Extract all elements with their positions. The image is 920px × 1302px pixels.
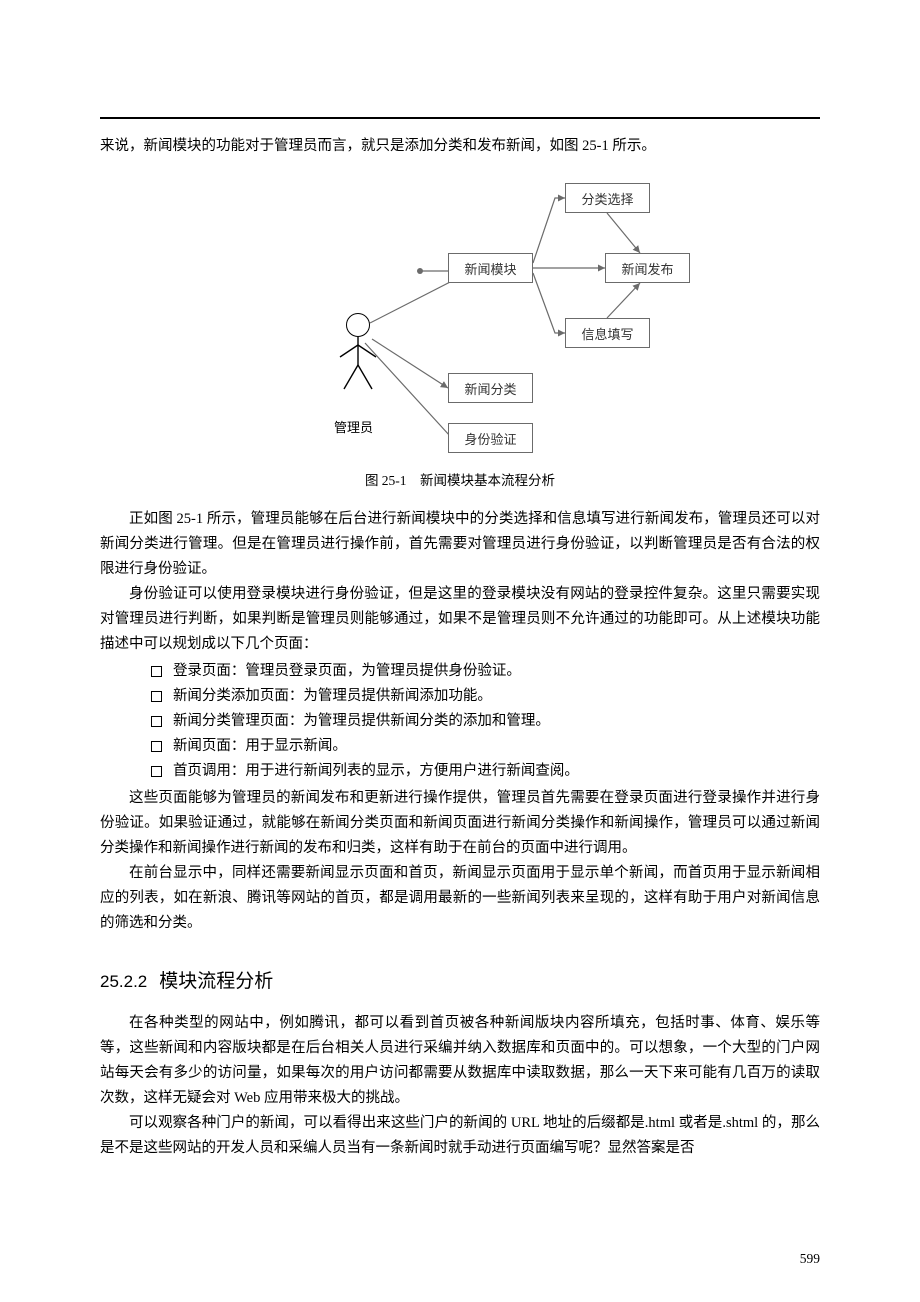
list-item: 登录页面：管理员登录页面，为管理员提供身份验证。 — [151, 659, 820, 684]
header-rule — [100, 117, 820, 119]
page-number: 599 — [800, 1251, 820, 1267]
para-a: 正如图 25-1 所示，管理员能够在后台进行新闻模块中的分类选择和信息填写进行新… — [100, 507, 820, 582]
figure-caption: 图 25-1 新闻模块基本流程分析 — [100, 469, 820, 489]
list-item: 新闻页面：用于显示新闻。 — [151, 734, 820, 759]
diagram-node-auth: 身份验证 — [448, 423, 533, 453]
diagram-node-mod: 新闻模块 — [448, 253, 533, 283]
para-c: 这些页面能够为管理员的新闻发布和更新进行操作提供，管理员首先需要在登录页面进行登… — [100, 786, 820, 861]
para-e: 在各种类型的网站中，例如腾讯，都可以看到首页被各种新闻版块内容所填充，包括时事、… — [100, 1011, 820, 1111]
actor-head-icon — [346, 313, 370, 337]
para-b: 身份验证可以使用登录模块进行身份验证，但是这里的登录模块没有网站的登录控件复杂。… — [100, 582, 820, 657]
list-item: 新闻分类管理页面：为管理员提供新闻分类的添加和管理。 — [151, 709, 820, 734]
figure-25-1: 分类选择新闻发布信息填写 新闻模块新闻分类身份验证 管理员 — [210, 173, 710, 463]
figure-25-1-wrap: 分类选择新闻发布信息填写 新闻模块新闻分类身份验证 管理员 — [100, 173, 820, 463]
section-title: 模块流程分析 — [159, 971, 273, 992]
para-d: 在前台显示中，同样还需要新闻显示页面和首页，新闻显示页面用于显示单个新闻，而首页… — [100, 861, 820, 936]
list-item: 新闻分类添加页面：为管理员提供新闻添加功能。 — [151, 684, 820, 709]
diagram-node-sel: 分类选择 — [565, 183, 650, 213]
bullet-list: 登录页面：管理员登录页面，为管理员提供身份验证。新闻分类添加页面：为管理员提供新… — [100, 659, 820, 784]
list-item: 首页调用：用于进行新闻列表的显示，方便用户进行新闻查阅。 — [151, 759, 820, 784]
diagram-node-fill: 信息填写 — [565, 318, 650, 348]
diagram-node-pub: 新闻发布 — [605, 253, 690, 283]
para-top: 来说，新闻模块的功能对于管理员而言，就只是添加分类和发布新闻，如图 25-1 所… — [100, 134, 820, 159]
diagram-node-cat: 新闻分类 — [448, 373, 533, 403]
actor-label: 管理员 — [334, 417, 373, 436]
section-heading: 25.2.2 模块流程分析 — [100, 966, 820, 993]
section-number: 25.2.2 — [100, 972, 147, 991]
document-page: 来说，新闻模块的功能对于管理员而言，就只是添加分类和发布新闻，如图 25-1 所… — [0, 0, 920, 1302]
para-f: 可以观察各种门户的新闻，可以看得出来这些门户的新闻的 URL 地址的后缀都是.h… — [100, 1111, 820, 1161]
